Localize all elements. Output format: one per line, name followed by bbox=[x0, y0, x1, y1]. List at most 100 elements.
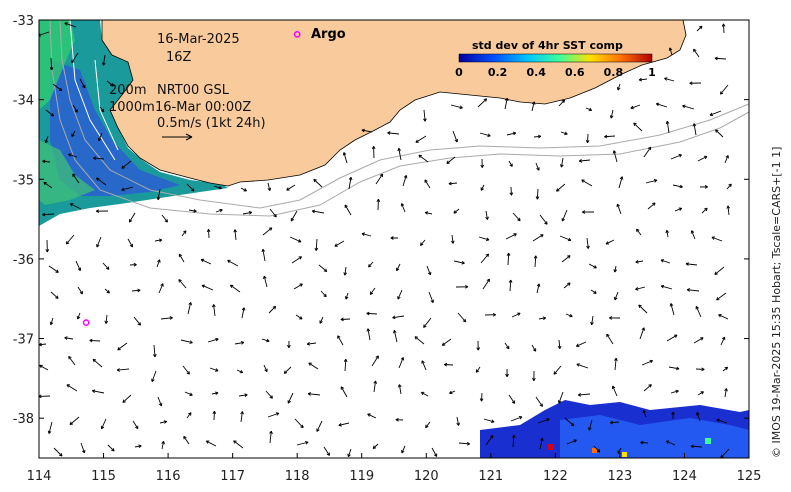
current-vector-head bbox=[619, 176, 624, 180]
current-vector-head bbox=[586, 245, 590, 249]
current-vector-head bbox=[193, 209, 197, 213]
current-vector bbox=[614, 291, 619, 301]
current-vector-head bbox=[678, 153, 682, 158]
current-vector bbox=[39, 364, 49, 371]
current-vector-head bbox=[347, 453, 351, 458]
current-vector-head bbox=[719, 91, 724, 95]
current-vector bbox=[687, 289, 700, 292]
argo-float-marker[interactable] bbox=[82, 319, 90, 326]
current-vector-head bbox=[218, 185, 222, 190]
current-vector-head bbox=[430, 299, 434, 303]
current-vector-head bbox=[219, 208, 223, 213]
current-vector bbox=[612, 385, 618, 397]
current-vector bbox=[458, 442, 470, 445]
current-vector bbox=[449, 390, 456, 394]
current-vector bbox=[45, 135, 49, 143]
current-vector bbox=[64, 337, 74, 340]
current-vector-head bbox=[361, 232, 366, 236]
current-vector bbox=[79, 78, 86, 89]
current-vector-head bbox=[43, 181, 47, 186]
current-vector bbox=[504, 98, 508, 110]
current-vector bbox=[423, 109, 426, 122]
current-vector bbox=[312, 210, 325, 214]
current-vector bbox=[291, 256, 302, 264]
current-vector bbox=[660, 259, 671, 264]
current-vector bbox=[153, 344, 156, 357]
current-vector bbox=[556, 183, 566, 192]
current-vector-head bbox=[128, 219, 133, 223]
current-vector bbox=[576, 341, 587, 347]
current-vector bbox=[211, 392, 219, 395]
current-vector bbox=[293, 283, 303, 290]
current-vector-head bbox=[68, 153, 72, 157]
current-vector bbox=[720, 336, 726, 346]
current-vector bbox=[369, 287, 376, 295]
current-vector-head bbox=[449, 390, 453, 395]
current-vector bbox=[709, 110, 722, 116]
current-vector-head bbox=[239, 369, 244, 374]
current-vector bbox=[510, 416, 523, 422]
current-vector bbox=[414, 336, 425, 345]
current-vector-head bbox=[326, 452, 330, 456]
current-vector-head bbox=[116, 368, 121, 372]
current-vector-head bbox=[558, 400, 562, 404]
current-vector bbox=[722, 366, 728, 372]
current-vector bbox=[537, 418, 550, 424]
current-vector bbox=[200, 259, 212, 265]
current-vector bbox=[68, 356, 76, 366]
current-vector-head bbox=[459, 105, 463, 110]
current-vector-head bbox=[390, 236, 394, 240]
argo-float-marker[interactable] bbox=[293, 30, 301, 38]
current-vector-head bbox=[585, 139, 590, 144]
current-vector bbox=[485, 435, 494, 446]
current-vector bbox=[643, 146, 652, 158]
current-vector bbox=[475, 366, 481, 373]
current-vector-head bbox=[227, 259, 231, 264]
current-vector bbox=[240, 187, 247, 192]
current-vector-head bbox=[692, 123, 697, 127]
x-tick-label: 122 bbox=[543, 469, 568, 484]
current-vector bbox=[511, 312, 521, 318]
current-vector-head bbox=[283, 370, 288, 374]
current-vector-head bbox=[704, 207, 708, 212]
current-vector bbox=[307, 342, 317, 345]
current-vector bbox=[533, 135, 541, 138]
current-vector-head bbox=[396, 267, 400, 272]
current-vector bbox=[122, 394, 132, 403]
current-vector-head bbox=[189, 392, 193, 396]
current-vector bbox=[483, 418, 495, 423]
current-vector-head bbox=[286, 187, 290, 191]
current-vector bbox=[457, 312, 467, 323]
current-vector-head bbox=[714, 271, 718, 275]
current-vector bbox=[289, 236, 302, 243]
current-vector-head bbox=[397, 384, 402, 388]
current-vector-head bbox=[570, 422, 575, 427]
current-vector-head bbox=[299, 283, 303, 287]
current-vector-head bbox=[456, 422, 460, 426]
current-vector-head bbox=[531, 101, 536, 105]
current-vector-head bbox=[188, 412, 192, 416]
current-vector-head bbox=[725, 155, 729, 159]
current-vector-head bbox=[421, 360, 425, 364]
current-vector bbox=[105, 314, 108, 324]
current-vector-head bbox=[186, 371, 190, 375]
current-vector bbox=[616, 203, 622, 215]
current-vector-head bbox=[423, 118, 427, 122]
current-vector-head bbox=[655, 102, 660, 107]
current-vector-head bbox=[480, 164, 485, 168]
current-vector-head bbox=[375, 355, 379, 359]
current-vector-head bbox=[205, 440, 210, 444]
current-vector bbox=[711, 236, 723, 242]
current-vector bbox=[213, 185, 222, 189]
legend-tick-label: 0.4 bbox=[526, 66, 546, 79]
current-vector bbox=[593, 445, 601, 453]
current-vector bbox=[65, 234, 75, 245]
current-vector-head bbox=[696, 412, 700, 416]
current-vector bbox=[262, 249, 266, 262]
current-vector bbox=[345, 292, 349, 300]
current-vector bbox=[344, 204, 352, 216]
current-vector-head bbox=[567, 255, 571, 259]
sst-patch-west-green bbox=[39, 20, 75, 110]
current-vector bbox=[71, 52, 79, 64]
current-vector bbox=[639, 78, 648, 81]
